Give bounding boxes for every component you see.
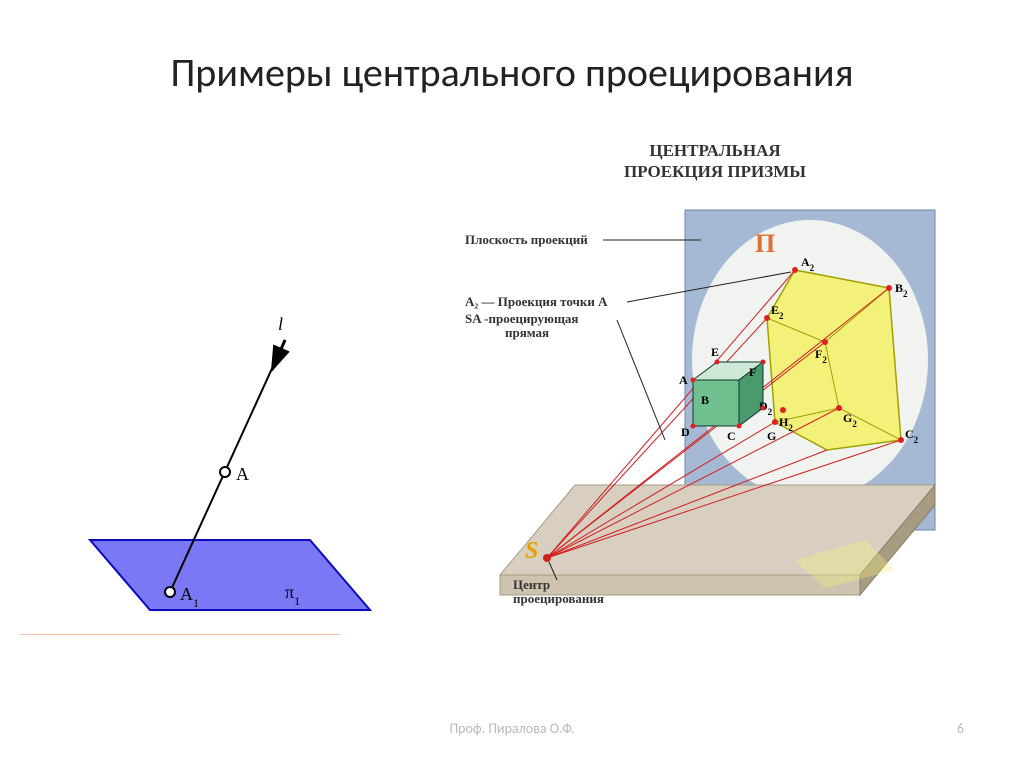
callout-center: Центр проецирования xyxy=(513,578,604,607)
left-underline xyxy=(20,634,340,635)
callout-a2: A₂ — Проекция точки A xyxy=(465,294,607,310)
right-diagram-title: ЦЕНТРАЛЬНАЯ ПРОЕКЦИЯ ПРИЗМЫ xyxy=(465,140,965,183)
svg-text:E: E xyxy=(711,345,719,359)
label-pi: П xyxy=(755,229,775,258)
callout-center-l1: Центр xyxy=(513,577,550,592)
right-diagram: ЦЕНТРАЛЬНАЯ ПРОЕКЦИЯ ПРИЗМЫ xyxy=(465,140,965,640)
svg-text:B: B xyxy=(701,393,709,407)
callout-sa-l1: SA -проецирующая xyxy=(465,311,578,326)
label-s: S xyxy=(525,538,538,564)
svg-text:G: G xyxy=(767,429,776,443)
cube-front xyxy=(693,380,739,426)
projection-plane-pi1 xyxy=(90,540,370,610)
left-diagram: l A A1 π1 xyxy=(60,300,400,630)
slide: Примеры центрального проецирования l A A… xyxy=(0,0,1024,767)
point-a xyxy=(220,467,230,477)
callout-plane: Плоскость проекций xyxy=(465,232,588,248)
svg-text:C: C xyxy=(727,429,736,443)
footer-author: Проф. Пиралова О.Ф. xyxy=(449,720,574,737)
left-diagram-svg: l A A1 π1 xyxy=(60,300,400,630)
callout-center-l2: проецирования xyxy=(513,591,604,606)
footer-page-number: 6 xyxy=(957,720,964,737)
callout-sa: SA -проецирующая прямая xyxy=(465,312,578,341)
slide-title: Примеры центрального проецирования xyxy=(0,48,1024,97)
right-title-l2: ПРОЕКЦИЯ ПРИЗМЫ xyxy=(624,162,806,181)
callout-sa-l2: прямая xyxy=(465,325,549,340)
right-title-l1: ЦЕНТРАЛЬНАЯ xyxy=(649,141,780,160)
label-l: l xyxy=(278,314,283,334)
label-a: A xyxy=(236,464,249,484)
svg-text:F: F xyxy=(749,365,756,379)
point-a1 xyxy=(165,587,175,597)
right-diagram-svg: S П A2 B2 E2 F2 D2 H2 G2 C2 A E F B D xyxy=(465,140,965,640)
svg-text:D: D xyxy=(681,425,690,439)
center-s-point xyxy=(543,554,551,562)
svg-text:A: A xyxy=(679,373,688,387)
